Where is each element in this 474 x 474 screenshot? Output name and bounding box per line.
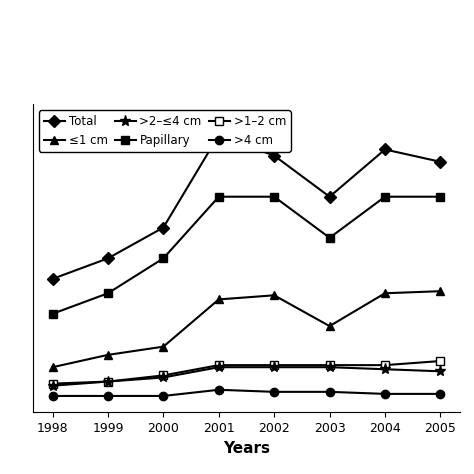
Legend: Total, ≤1 cm, >2–≤4 cm, Papillary, >1–2 cm, >4 cm: Total, ≤1 cm, >2–≤4 cm, Papillary, >1–2 … — [39, 110, 291, 152]
X-axis label: Years: Years — [223, 441, 270, 456]
